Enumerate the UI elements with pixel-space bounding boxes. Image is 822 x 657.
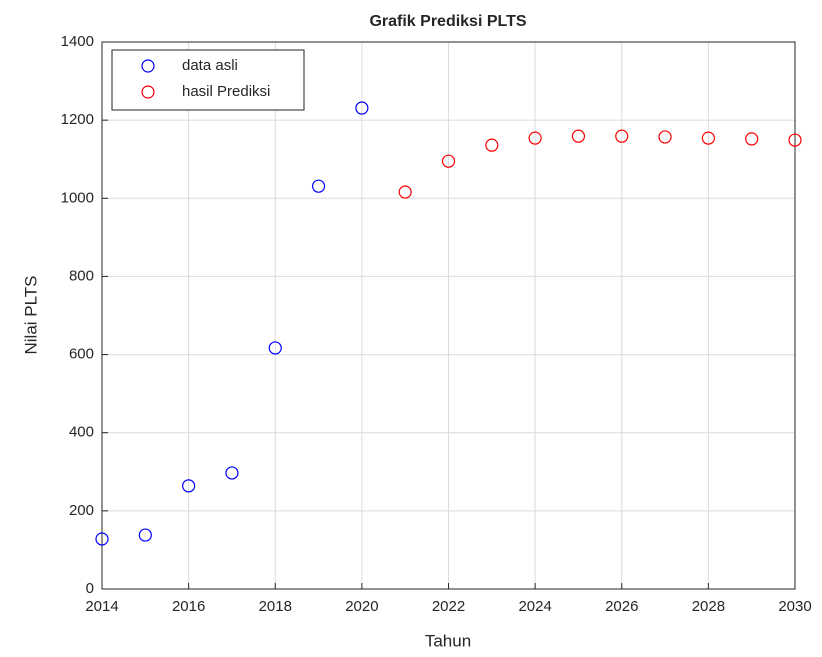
point — [658, 130, 672, 144]
legend-label: data asli — [182, 57, 238, 74]
point — [355, 101, 369, 115]
point — [398, 185, 412, 199]
x-tick-label: 2028 — [692, 598, 725, 615]
y-tick-label: 1000 — [61, 189, 94, 206]
x-tick-label: 2018 — [259, 598, 292, 615]
x-axis-label: Tahun — [425, 631, 471, 650]
point — [745, 132, 759, 146]
x-tick-label: 2016 — [172, 598, 205, 615]
y-tick-label: 800 — [69, 267, 94, 284]
point — [441, 154, 456, 168]
x-tick-label: 2014 — [85, 598, 118, 615]
point — [225, 466, 239, 480]
y-tick-label: 400 — [69, 424, 94, 441]
x-tick-label: 2022 — [432, 598, 465, 615]
point — [528, 131, 542, 145]
legend-marker — [141, 85, 155, 99]
point — [311, 179, 326, 193]
x-tick-label: 2020 — [345, 598, 378, 615]
x-tick-label: 2026 — [605, 598, 638, 615]
y-tick-label: 600 — [69, 346, 94, 363]
point — [571, 129, 586, 143]
y-tick-label: 0 — [86, 580, 94, 597]
legend-marker — [141, 59, 155, 73]
point — [701, 131, 715, 145]
point — [268, 341, 282, 355]
y-tick-label: 200 — [69, 502, 94, 519]
point — [485, 138, 499, 152]
y-axis-label: Nilai PLTS — [21, 275, 40, 354]
legend-label: hasil Prediksi — [182, 83, 270, 100]
plot-frame — [101, 41, 796, 590]
legend-box — [111, 49, 305, 111]
y-tick-label: 1400 — [61, 33, 94, 50]
chart-title: Grafik Prediksi PLTS — [369, 13, 526, 30]
x-tick-label: 2030 — [778, 598, 811, 615]
x-tick-label: 2024 — [518, 598, 551, 615]
point — [95, 532, 109, 546]
point — [182, 479, 196, 493]
point — [138, 528, 152, 542]
point — [788, 133, 802, 147]
point — [615, 129, 629, 143]
y-tick-label: 1200 — [61, 111, 94, 128]
